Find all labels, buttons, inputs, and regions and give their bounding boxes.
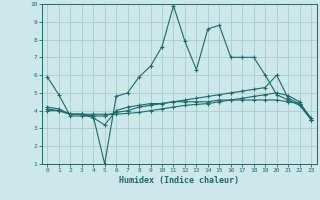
X-axis label: Humidex (Indice chaleur): Humidex (Indice chaleur) — [119, 176, 239, 185]
